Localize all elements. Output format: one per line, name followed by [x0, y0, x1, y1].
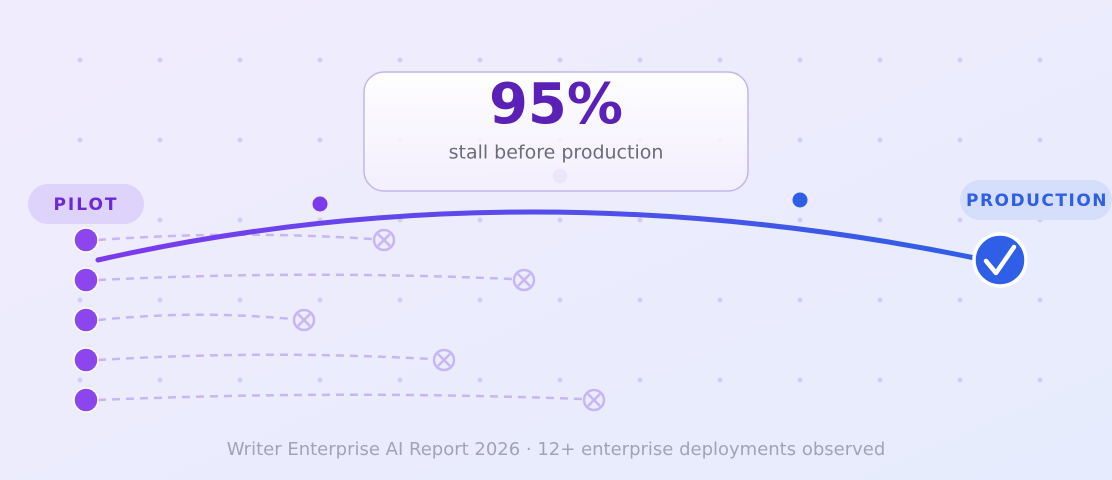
grid-dot: [957, 57, 963, 63]
success-path: [95, 209, 978, 263]
grid-dot: [557, 57, 563, 63]
check-icon: [983, 244, 1017, 276]
grid-dot: [957, 217, 963, 223]
grid-dot: [1037, 297, 1043, 303]
grid-dot: [877, 137, 883, 143]
grid-dot: [317, 297, 323, 303]
pilot-dot: [73, 307, 99, 333]
grid-dot: [557, 217, 563, 223]
grid-dot: [637, 57, 643, 63]
stall-marker: [512, 268, 536, 292]
grid-dot: [237, 57, 243, 63]
stalled-paths: [73, 227, 606, 413]
pilot-label: PILOT: [53, 195, 118, 215]
stall-marker: [432, 348, 456, 372]
progress-dot: [312, 196, 328, 212]
grid-dot: [477, 217, 483, 223]
stall-cross: [517, 273, 531, 287]
grid-dot: [157, 137, 163, 143]
grid-dot: [237, 217, 243, 223]
stall-cross: [377, 233, 391, 247]
grid-dot: [397, 297, 403, 303]
grid-dot: [637, 217, 643, 223]
stat-value: 95%: [489, 72, 623, 137]
grid-dot: [77, 377, 83, 383]
progress-dot: [792, 192, 808, 208]
grid-dot: [557, 297, 563, 303]
grid-dot: [1037, 377, 1043, 383]
grid-dot: [317, 57, 323, 63]
grid-dot: [77, 137, 83, 143]
grid-dot: [717, 297, 723, 303]
production-label: PRODUCTION: [966, 191, 1108, 211]
grid-dot: [557, 377, 563, 383]
stat-caption: stall before production: [449, 142, 664, 164]
grid-dot: [797, 57, 803, 63]
footer-source: Writer Enterprise AI Report 2026 · 12+ e…: [227, 439, 886, 460]
pilot-dot: [73, 387, 99, 413]
production-pill: [960, 180, 1112, 220]
stall-marker: [292, 308, 316, 332]
grid-dot: [317, 137, 323, 143]
grid-dot: [157, 217, 163, 223]
grid-dot: [957, 297, 963, 303]
stall-marker: [372, 228, 396, 252]
stalled-path: [97, 233, 373, 242]
grid-dot: [877, 57, 883, 63]
grid-dot: [397, 57, 403, 63]
grid-dot: [877, 377, 883, 383]
stall-marker: [582, 388, 606, 412]
grid-dot: [237, 297, 243, 303]
grid-dot: [157, 297, 163, 303]
grid-dot: [477, 297, 483, 303]
stall-cross: [297, 313, 311, 327]
grid-dot: [797, 137, 803, 143]
pilot-dot: [73, 267, 99, 293]
grid-dot: [397, 377, 403, 383]
grid-dot: [637, 297, 643, 303]
grid-dot: [77, 57, 83, 63]
grid-dot: [797, 297, 803, 303]
stalled-path: [97, 353, 433, 362]
pilot-pill: [28, 184, 144, 224]
grid-dot: [77, 297, 83, 303]
stall-cross: [587, 393, 601, 407]
grid-dot: [957, 377, 963, 383]
grid-dot: [477, 57, 483, 63]
stalled-path: [97, 313, 293, 322]
grid-dot: [717, 57, 723, 63]
grid-dot: [1037, 137, 1043, 143]
grid-dot: [957, 137, 963, 143]
grid-dot: [317, 377, 323, 383]
pilot-dot: [73, 227, 99, 253]
stall-cross: [437, 353, 451, 367]
grid-dot: [157, 377, 163, 383]
stat-card: [363, 71, 749, 192]
grid-dot: [877, 217, 883, 223]
grid-dot: [237, 137, 243, 143]
grid-dot: [797, 217, 803, 223]
stalled-path: [97, 393, 583, 402]
grid-dot: [477, 377, 483, 383]
grid-dot: [237, 377, 243, 383]
grid-dot: [797, 377, 803, 383]
grid-dot: [717, 377, 723, 383]
grid-dot: [1037, 57, 1043, 63]
success-badge: [972, 232, 1028, 288]
grid-dot: [157, 57, 163, 63]
pilot-dot: [73, 347, 99, 373]
grid-dot: [877, 297, 883, 303]
grid-dot: [637, 377, 643, 383]
